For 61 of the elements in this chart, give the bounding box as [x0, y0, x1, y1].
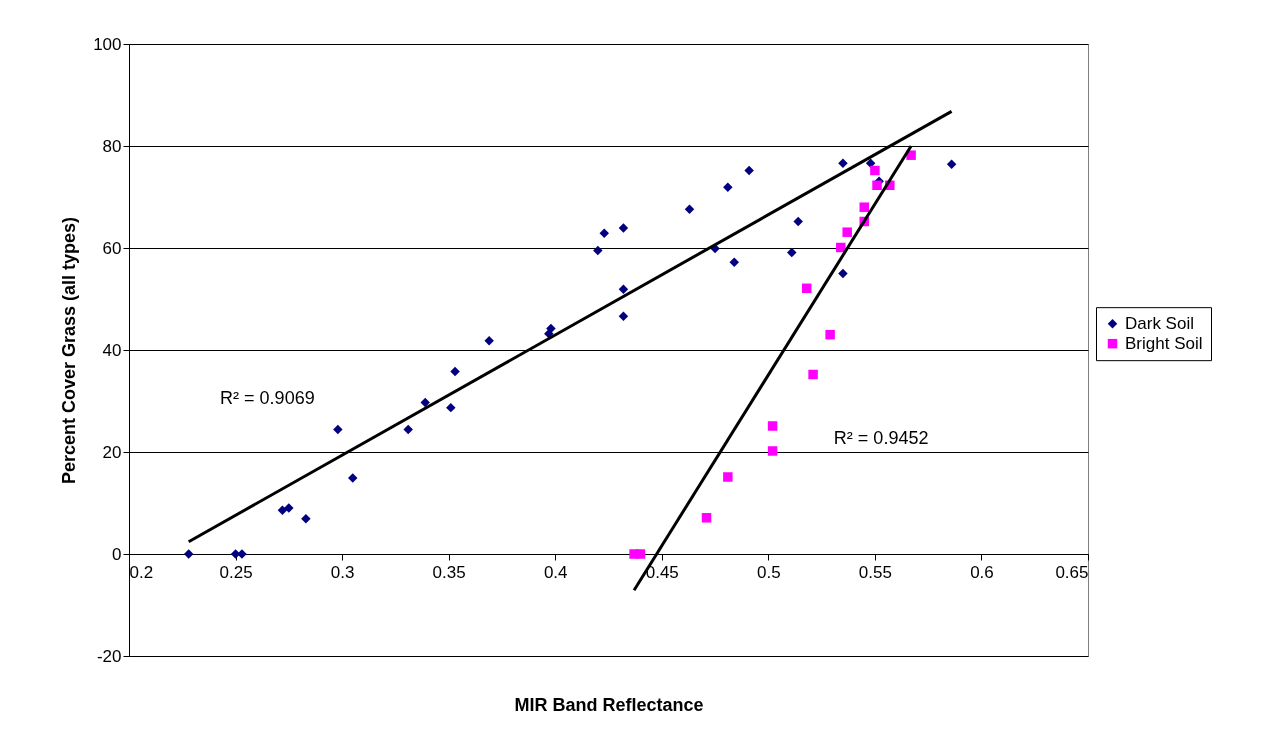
x-tick-label: 0.25 [219, 562, 253, 582]
point [859, 202, 869, 212]
point [801, 283, 812, 294]
point [701, 513, 712, 523]
annotation: R² = 0.9452 [833, 427, 929, 448]
y-tick-label: -20 [96, 646, 122, 666]
legend-label: Bright Soil [1125, 333, 1203, 353]
point [183, 549, 194, 559]
point [842, 227, 852, 237]
point [484, 336, 494, 346]
x-tick-label: 0.2 [129, 562, 154, 582]
y-tick-label: 60 [102, 238, 122, 258]
y-tick-label: 100 [93, 34, 122, 54]
point [825, 329, 835, 340]
point [593, 245, 603, 256]
point [333, 424, 343, 435]
point [684, 204, 695, 214]
point [599, 228, 609, 238]
x-axis-title: MIR Band Reflectance [514, 694, 704, 715]
point [723, 182, 733, 193]
point [284, 503, 294, 513]
legend-label: Dark Soil [1125, 313, 1194, 333]
y-axis-title: Percent Cover Grass (all types) [59, 216, 80, 485]
y-tick-label: 80 [102, 136, 122, 156]
point [767, 446, 778, 456]
x-tick-label: 0.65 [1055, 562, 1089, 582]
point [744, 165, 754, 176]
point [403, 424, 413, 435]
point [301, 514, 311, 524]
y-tick-label: 0 [112, 544, 122, 564]
point [865, 158, 876, 169]
point [793, 216, 803, 227]
point [872, 180, 882, 191]
x-tick-label: 0.6 [970, 562, 994, 582]
point [723, 472, 733, 482]
x-tick-label: 0.55 [858, 562, 892, 582]
point [838, 268, 848, 279]
point [946, 159, 957, 170]
point [729, 257, 739, 268]
y-tick-label: 40 [102, 340, 122, 360]
point [618, 311, 629, 322]
point [618, 284, 629, 295]
point [787, 247, 797, 258]
point [767, 421, 778, 431]
point [808, 369, 818, 380]
x-tick-label: 0.4 [543, 562, 568, 582]
point [836, 242, 846, 253]
point [446, 402, 456, 413]
point [838, 158, 848, 169]
point [618, 223, 629, 233]
point [277, 505, 288, 515]
y-tick-label: 20 [102, 442, 122, 462]
x-tick-label: 0.3 [330, 562, 355, 582]
point [870, 165, 880, 176]
annotation: R² = 0.9069 [220, 387, 315, 408]
x-tick-label: 0.45 [645, 562, 679, 582]
point [420, 397, 430, 408]
point [635, 549, 646, 559]
x-tick-label: 0.35 [432, 562, 466, 582]
x-tick-label: 0.5 [757, 562, 781, 582]
point [450, 366, 460, 377]
